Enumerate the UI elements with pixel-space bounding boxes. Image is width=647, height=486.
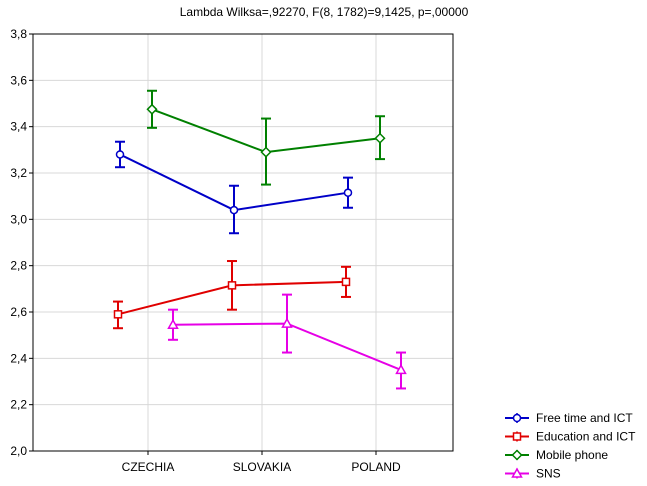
legend-item: SNS [505,467,561,481]
data-point [146,103,158,115]
data-point [281,317,293,328]
plot-frame [32,33,454,452]
chart-title: Lambda Wilksa=,92270, F(8, 1782)=9,1425,… [180,5,469,19]
data-point [167,318,179,329]
legend-item: Mobile phone [505,448,608,462]
y-tick-label: 2,0 [10,444,27,458]
y-tick-label: 2,6 [10,305,27,319]
y-tick-label: 3,4 [10,120,27,134]
y-tick-label: 2,8 [10,259,27,273]
data-point [343,188,353,197]
series-3 [167,293,407,390]
data-point [227,281,237,290]
legend-label: Free time and ICT [536,411,633,425]
series-2 [146,89,386,186]
x-axis: CZECHIA SLOVAKIA POLAND [122,451,401,474]
grid [33,34,453,451]
y-tick-label: 3,0 [10,212,27,226]
y-tick-label: 3,8 [10,27,27,41]
y-axis: 2,0 2,2 2,4 2,6 2,8 3,0 3,2 3,4 3,6 3,8 [10,27,33,458]
series-group [113,89,407,390]
y-tick-label: 2,2 [10,398,27,412]
data-point [341,277,351,287]
series-1 [113,260,351,330]
series-0 [115,140,353,235]
legend-item: Education and ICT [505,430,636,444]
data-point [115,150,125,159]
legend-label: SNS [536,467,561,481]
y-tick-label: 2,4 [10,351,27,365]
data-point [395,363,407,375]
data-point [260,146,272,158]
data-point [374,132,386,144]
x-tick-label: SLOVAKIA [233,460,291,474]
x-tick-label: CZECHIA [122,460,175,474]
legend-marker [512,432,522,441]
legend-marker [511,467,523,478]
legend-label: Education and ICT [536,430,636,444]
y-tick-label: 3,2 [10,166,27,180]
legend-label: Mobile phone [536,448,608,462]
legend-item: Free time and ICT [505,411,633,425]
x-tick-label: POLAND [351,460,401,474]
legend-marker [511,449,523,461]
data-point [113,310,123,319]
y-tick-label: 3,6 [10,73,27,87]
legend-marker [512,413,522,423]
data-point [229,205,239,215]
legend: Free time and ICT Education and ICT Mobile… [505,411,636,481]
